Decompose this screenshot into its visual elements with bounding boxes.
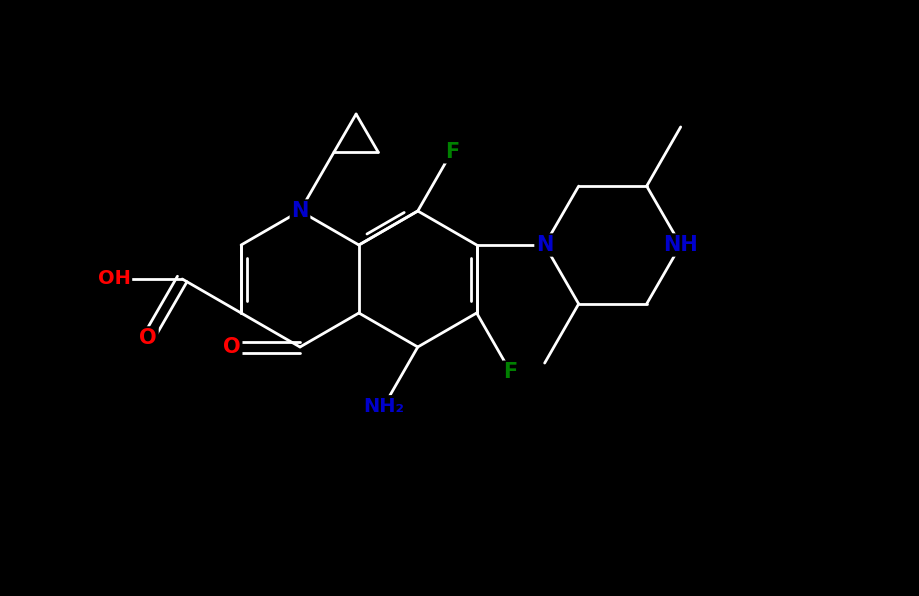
Text: N: N: [291, 201, 309, 221]
Text: NH: NH: [664, 235, 698, 255]
Text: NH₂: NH₂: [363, 397, 404, 415]
Text: O: O: [223, 337, 241, 357]
Text: N: N: [536, 235, 553, 255]
Text: O: O: [140, 328, 157, 348]
Text: OH: OH: [97, 269, 130, 288]
Text: F: F: [504, 362, 517, 382]
Text: F: F: [445, 142, 459, 162]
